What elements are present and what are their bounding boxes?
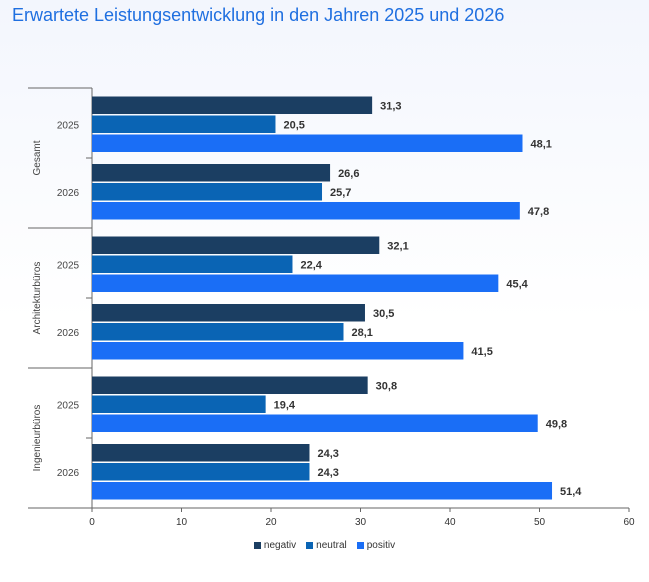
data-label: 24,3 — [317, 467, 338, 479]
data-label: 48,1 — [530, 138, 551, 150]
legend-label-neutral: neutral — [316, 540, 347, 551]
data-label: 25,7 — [330, 187, 351, 199]
bar-negativ — [92, 444, 310, 462]
bar-positiv — [92, 482, 553, 500]
bar-positiv — [92, 414, 538, 432]
x-tick-label: 20 — [265, 517, 277, 528]
legend-swatch-negativ — [253, 542, 261, 549]
legend-swatch-positiv — [356, 542, 364, 549]
bar-neutral — [92, 323, 344, 341]
legend-label-negativ: negativ — [263, 540, 297, 551]
data-label: 31,3 — [380, 100, 401, 112]
year-label: 2026 — [57, 328, 80, 339]
data-label: 26,6 — [338, 168, 359, 180]
data-label: 22,4 — [300, 259, 322, 271]
bar-negativ — [92, 376, 368, 394]
year-label: 2025 — [57, 120, 80, 131]
data-label: 20,5 — [283, 119, 304, 131]
data-label: 32,1 — [387, 240, 408, 252]
bar-neutral — [92, 115, 276, 133]
data-label: 49,8 — [546, 418, 567, 430]
bar-neutral — [92, 183, 323, 201]
data-label: 51,4 — [560, 486, 582, 498]
bar-chart: 0 10 20 30 40 50 60 Gesamt 2025 31,3 20,5 48,1 2026 2… — [28, 87, 635, 528]
legend-item-positiv: positiv — [356, 540, 396, 551]
bar-negativ — [92, 304, 365, 322]
bar-neutral — [92, 255, 293, 273]
group-label: Gesamt — [32, 140, 43, 175]
bar-neutral — [92, 463, 310, 481]
x-tick-label: 40 — [444, 517, 456, 528]
bar-positiv — [92, 134, 523, 152]
x-tick-label: 50 — [534, 517, 546, 528]
bar-positiv — [92, 342, 464, 360]
x-tick-label: 10 — [176, 517, 188, 528]
legend-label-positiv: positiv — [366, 540, 396, 551]
data-label: 30,5 — [373, 308, 394, 320]
chart-title: Erwartete Leistungsentwicklung in den Ja… — [12, 5, 505, 25]
bar-positiv — [92, 274, 499, 292]
data-label: 45,4 — [506, 278, 528, 290]
bar-negativ — [92, 236, 380, 254]
data-label: 28,1 — [351, 327, 372, 339]
x-tick-label: 60 — [623, 517, 635, 528]
legend: negativ neutral positiv — [0, 540, 649, 551]
bar-negativ — [92, 164, 331, 182]
data-label: 47,8 — [528, 206, 549, 218]
group-label: Architekturbüros — [32, 262, 43, 335]
legend-item-negativ: negativ — [253, 540, 297, 551]
bar-neutral — [92, 395, 266, 413]
bar-positiv — [92, 202, 520, 220]
data-label: 30,8 — [376, 380, 397, 392]
x-tick-label: 30 — [355, 517, 367, 528]
legend-swatch-neutral — [306, 542, 314, 549]
data-label: 19,4 — [274, 399, 296, 411]
year-label: 2025 — [57, 400, 80, 411]
data-label: 41,5 — [471, 346, 492, 358]
legend-item-neutral: neutral — [306, 540, 347, 551]
group-label: Ingenieurbüros — [32, 405, 43, 472]
data-label: 24,3 — [317, 448, 338, 460]
year-label: 2026 — [57, 188, 80, 199]
x-tick-label: 0 — [89, 517, 95, 528]
bar-negativ — [92, 96, 373, 114]
year-label: 2025 — [57, 260, 80, 271]
year-label: 2026 — [57, 468, 80, 479]
